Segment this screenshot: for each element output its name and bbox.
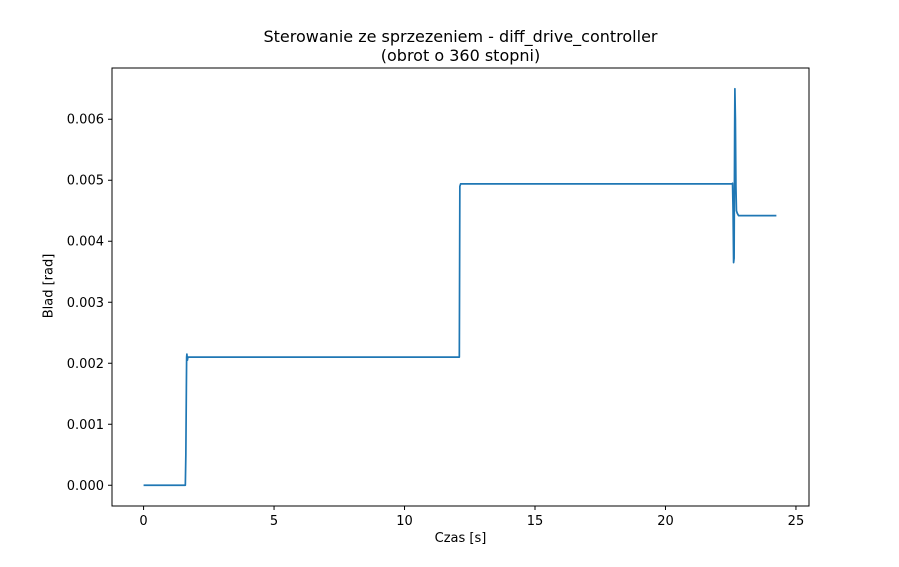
x-tick-label: 25 [788, 514, 805, 529]
y-axis-label: Blad [rad] [41, 253, 57, 319]
axes-frame [111, 67, 810, 507]
x-tick-label: 10 [396, 514, 413, 529]
x-tick-label: 0 [139, 514, 147, 529]
chart-title: Sterowanie ze sprzezeniem - diff_drive_c… [263, 27, 658, 46]
x-tick-label: 15 [527, 514, 544, 529]
x-tick-label: 20 [657, 514, 674, 529]
chart-subtitle: (obrot o 360 stopni) [380, 46, 541, 65]
series-line [143, 87, 777, 487]
axis-ticks: 0 5 10 15 20 25 0.000 0.001 0.002 0.003 0.004 0.005… [67, 113, 804, 529]
x-tick-label: 5 [270, 514, 278, 529]
y-tick-label: 0.003 [67, 296, 104, 311]
y-tick-label: 0.001 [67, 418, 104, 433]
y-tick-label: 0.006 [67, 113, 104, 128]
y-tick-label: 0.004 [67, 235, 104, 250]
y-tick-label: 0.000 [67, 479, 104, 494]
y-tick-label: 0.002 [67, 357, 104, 372]
y-tick-label: 0.005 [67, 174, 104, 189]
x-axis-label: Czas [s] [434, 531, 487, 546]
